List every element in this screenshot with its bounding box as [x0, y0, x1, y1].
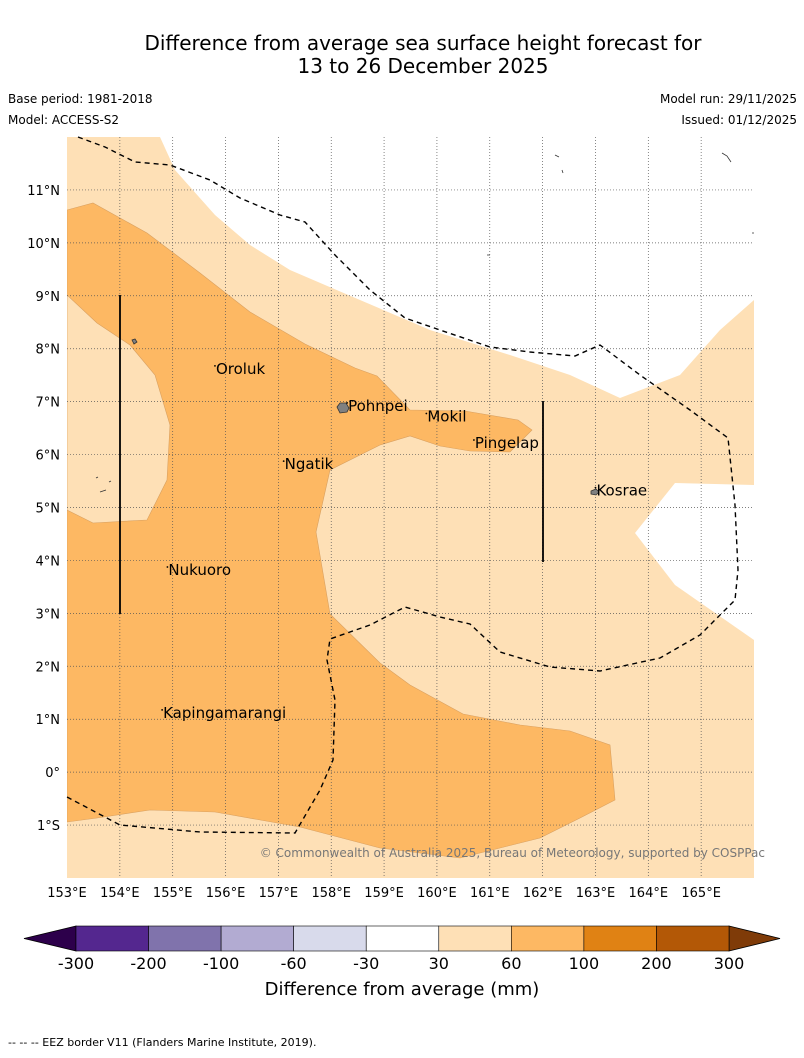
place-marker — [161, 709, 164, 711]
latitude-tick-label: 5°N — [36, 502, 61, 517]
islet-small-north-1 — [554, 154, 564, 174]
colorbar-tick-label: -300 — [58, 954, 94, 973]
colorbar-segment — [148, 925, 222, 952]
latitude-tick-label: 1°N — [36, 713, 61, 728]
colorbar-segment — [220, 925, 294, 952]
base-period: Base period: 1981-2018 — [8, 92, 153, 106]
longitude-tick-label: 159°E — [364, 886, 404, 901]
longitude-tick-label: 162°E — [523, 886, 563, 901]
latitude-tick-label: 7°N — [36, 396, 61, 411]
colorbar-over-arrow — [728, 925, 781, 952]
colorbar-segment — [656, 925, 730, 952]
latitude-tick-label: 8°N — [36, 343, 61, 358]
colorbar-tick-label: -100 — [203, 954, 239, 973]
latitude-tick-label: 3°N — [36, 607, 61, 622]
longitude-tick-label: 161°E — [470, 886, 510, 901]
island-kosrae-shape — [590, 488, 600, 496]
colorbar-segment — [438, 925, 512, 952]
islet-small-north-3 — [487, 232, 754, 256]
latitude-tick-label: 4°N — [36, 554, 61, 569]
longitude-tick-label: 158°E — [311, 886, 351, 901]
latitude-tick-label: 11°N — [27, 184, 60, 199]
longitude-tick-label: 154°E — [100, 886, 140, 901]
colorbar-tick-label: 30 — [429, 954, 449, 973]
model-name: Model: ACCESS-S2 — [8, 113, 120, 127]
island-pohnpei-shape — [336, 402, 350, 414]
colorbar-segment — [293, 925, 367, 952]
place-marker — [166, 566, 169, 568]
chart-title: Difference from average sea surface heig… — [0, 32, 804, 78]
island-oroluk-reef — [131, 338, 138, 345]
issued-date: Issued: 01/12/2025 — [681, 113, 797, 127]
place-label: Kosrae — [596, 482, 647, 500]
colorbar-tick-label: -200 — [130, 954, 166, 973]
colorbar-tick-label: 300 — [714, 954, 745, 973]
colorbar-label: Difference from average (mm) — [264, 979, 540, 1000]
colorbar-segment — [75, 925, 149, 952]
eez-borders — [66, 136, 739, 834]
model-run: Model run: 29/11/2025 — [659, 92, 797, 106]
place-marker — [425, 412, 428, 415]
colorbar-segment — [365, 925, 440, 952]
eez-footnote: -- -- -- EEZ border V11 (Flanders Marine… — [8, 1036, 317, 1049]
latitude-labels: 1°S 0° 1°N 2°N 3°N 4°N 5°N 6°N 7°N 8°N 9°N 10°N 11°N — [27, 184, 60, 834]
latitude-tick-label: 10°N — [27, 237, 60, 252]
place-label: Ngatik — [285, 455, 334, 473]
place-label: Nukuoro — [168, 561, 231, 579]
colorbar-segment — [583, 925, 657, 952]
place-label: Pingelap — [475, 434, 539, 452]
place-marker — [282, 460, 285, 463]
copyright-notice: © Commonwealth of Australia 2025, Bureau… — [260, 846, 765, 860]
map-plot-area — [67, 137, 754, 878]
islet-small-north-2 — [721, 152, 732, 163]
title-line-1: Difference from average sea surface heig… — [144, 31, 702, 55]
latitude-tick-label: 9°N — [36, 290, 61, 305]
colorbar-tick-label: 100 — [569, 954, 600, 973]
place-label: Kapingamarangi — [163, 704, 286, 722]
longitude-tick-label: 164°E — [629, 886, 669, 901]
colorbar: -300 -200 -100 -60 -30 30 60 100 200 300 — [23, 925, 781, 973]
place-marker — [473, 439, 475, 441]
colorbar-tick-label: 60 — [501, 954, 521, 973]
latitude-tick-label: 0° — [45, 766, 60, 781]
colorbar-segment — [511, 925, 585, 952]
contour-band-near-average-east — [635, 483, 754, 640]
colorbar-under-arrow — [23, 925, 77, 952]
latitude-tick-label: 2°N — [36, 660, 61, 675]
latitude-tick-label: 6°N — [36, 449, 61, 464]
islands — [95, 152, 754, 496]
place-label: Oroluk — [216, 360, 265, 378]
place-label: Pohnpei — [348, 397, 408, 415]
longitude-tick-label: 160°E — [417, 886, 457, 901]
longitude-tick-label: 153°E — [47, 886, 87, 901]
islet-small-west — [95, 476, 112, 493]
contour-band-near-average-north — [67, 137, 754, 398]
eez-border-north — [66, 136, 739, 834]
title-line-2: 13 to 26 December 2025 — [297, 54, 549, 78]
longitude-labels: 153°E 154°E 155°E 156°E 157°E 158°E 159°E 160°E… — [47, 886, 721, 901]
colorbar-tick-label: -60 — [281, 954, 307, 973]
boundary-lines — [119, 295, 544, 614]
contour-band-60-100 — [67, 202, 616, 859]
colorbar-tick-label: 200 — [641, 954, 672, 973]
place-labels: Oroluk Pohnpei Mokil Pingelap Ngatik Kosrae Nu… — [161, 360, 647, 722]
longitude-tick-label: 157°E — [259, 886, 299, 901]
graticule — [67, 137, 754, 878]
latitude-tick-label: 1°S — [37, 819, 60, 834]
longitude-tick-label: 156°E — [206, 886, 246, 901]
colorbar-tick-label: -30 — [353, 954, 379, 973]
place-marker — [346, 402, 348, 404]
place-label: Mokil — [427, 408, 466, 426]
longitude-tick-label: 163°E — [576, 886, 616, 901]
place-marker — [594, 486, 597, 489]
longitude-tick-label: 165°E — [681, 886, 721, 901]
place-marker — [214, 364, 216, 367]
longitude-tick-label: 155°E — [153, 886, 193, 901]
